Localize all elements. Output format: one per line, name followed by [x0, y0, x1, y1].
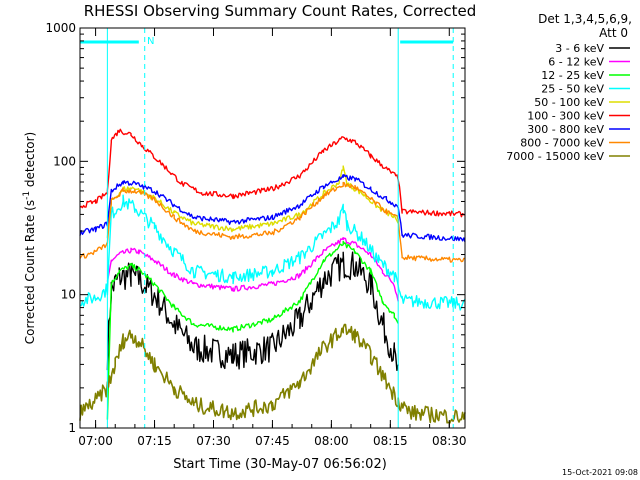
x-tick-label: 07:15: [137, 434, 172, 448]
legend-entry-label: 7000 - 15000 keV: [506, 150, 604, 163]
legend-entry-label: 800 - 7000 keV: [520, 137, 604, 150]
y-tick-label: 10: [61, 288, 76, 302]
legend-entry-label: 6 - 12 keV: [548, 56, 604, 69]
legend-header: Att 0: [599, 26, 628, 40]
y-axis-label-close: detector): [23, 132, 37, 191]
x-axis-label: Start Time (30-May-07 06:56:02): [173, 457, 387, 472]
y-tick-label: 1000: [45, 21, 76, 35]
y-axis-label-main: Corrected Count Rate (s: [23, 200, 37, 344]
legend-entry-label: 3 - 6 keV: [555, 42, 604, 55]
x-tick-label: 07:45: [255, 434, 290, 448]
timestamp-label: 15-Oct-2021 09:08: [562, 468, 638, 477]
legend-entry-label: 12 - 25 keV: [541, 69, 604, 82]
x-tick-label: 08:30: [432, 434, 467, 448]
x-tick-label: 07:30: [196, 434, 231, 448]
x-tick-label: 08:00: [314, 434, 349, 448]
series-line: [79, 323, 466, 425]
legend-entry-label: 100 - 300 keV: [527, 110, 604, 123]
series-line: [106, 240, 399, 420]
plot-frame: [79, 27, 466, 429]
y-tick-label: 100: [53, 154, 76, 168]
chart-title: RHESSI Observing Summary Count Rates, Co…: [84, 2, 477, 20]
night-label: N: [147, 36, 154, 47]
legend-entry-label: 50 - 100 keV: [534, 96, 604, 109]
series-line: [106, 237, 399, 302]
y-axis-label-exponent: -1: [22, 191, 32, 200]
x-tick-label: 07:00: [78, 434, 113, 448]
x-tick-label: 08:15: [373, 434, 408, 448]
legend-header: Det 1,3,4,5,6,9,: [538, 12, 632, 26]
series-line: [106, 251, 399, 371]
y-tick-label: 1: [68, 421, 76, 435]
series-line: [79, 128, 466, 218]
y-axis-label: Corrected Count Rate (s-1 detector): [22, 132, 37, 344]
legend-entry-label: 300 - 800 keV: [527, 123, 604, 136]
legend-entry-label: 25 - 50 keV: [541, 83, 604, 96]
